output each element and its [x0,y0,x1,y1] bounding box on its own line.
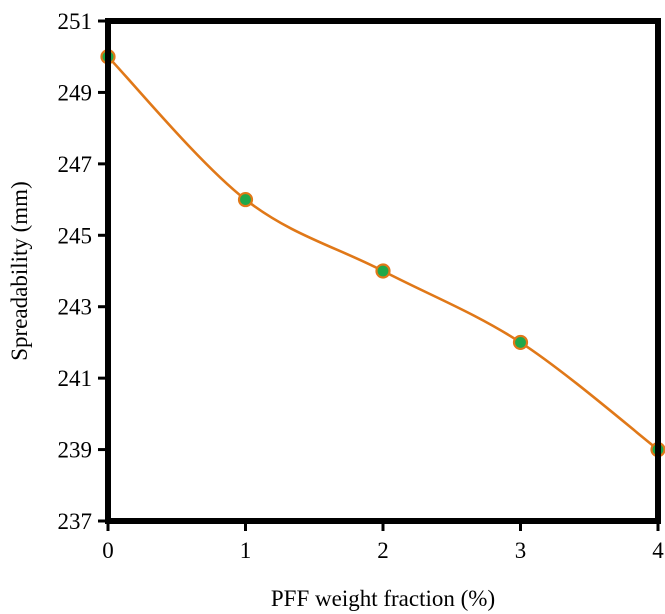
y-tick-label: 239 [58,438,93,463]
x-tick-labels: 0 1 2 3 4 [102,538,664,563]
series-line [106,55,660,451]
data-points [100,49,665,458]
y-tick-label: 251 [58,9,93,34]
y-tick-label: 243 [58,295,93,320]
x-tick-label: 3 [515,538,527,563]
data-point [512,334,529,351]
plot-area-frame [105,18,661,524]
x-tick-label: 0 [102,538,114,563]
y-tick-label: 249 [58,80,93,105]
x-tick-label: 2 [377,538,389,563]
y-tick-label: 247 [58,152,93,177]
y-tick-label: 237 [58,509,93,534]
y-tick-labels: 237 239 241 243 245 247 249 251 [58,9,93,534]
x-tick-label: 4 [652,538,664,563]
y-tick-label: 241 [58,366,93,391]
y-axis-ticks [98,19,108,523]
y-tick-label: 245 [58,223,93,248]
x-tick-label: 1 [240,538,252,563]
y-axis-title: Spreadability (mm) [7,181,32,361]
data-point [375,263,391,279]
data-point [237,191,254,208]
x-axis-title: PFF weight fraction (%) [271,586,495,611]
